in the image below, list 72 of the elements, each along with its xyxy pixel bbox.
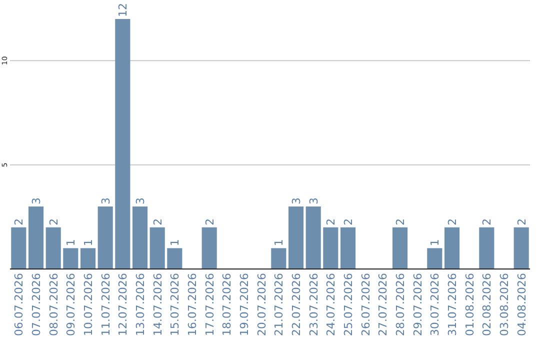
bar [167,248,182,269]
data-label: 2 [480,218,494,226]
x-tick-label: 10.07.2026 [82,273,95,336]
bar [202,227,217,269]
data-label: 1 [428,239,442,246]
bar [340,227,356,269]
x-tick-label: 30.07.2026 [428,273,442,336]
x-tick-label: 07.07.2026 [30,273,43,336]
data-label: 2 [12,218,26,226]
x-tick-label: 15.07.2026 [168,273,182,336]
x-tick-label: 13.07.2026 [134,273,147,336]
data-label: 2 [324,218,338,226]
x-tick-label: 27.07.2026 [376,273,390,336]
bar [306,206,321,269]
x-tick-label: 21.07.2026 [272,273,286,336]
x-tick-label: 24.07.2026 [324,273,338,336]
x-tick-label: 16.07.2026 [186,273,199,336]
x-tick-label: 03.08.2026 [498,273,511,336]
x-tick-label: 28.07.2026 [394,273,407,336]
x-tick-label: 31.07.2026 [446,273,459,336]
x-tick-label: 01.08.2026 [463,273,476,336]
data-label: 12 [116,3,130,17]
bar [392,227,408,269]
bar [98,206,113,269]
x-tick-label: 17.07.2026 [203,273,216,336]
x-tick-label: 29.07.2026 [411,273,424,336]
data-label: 3 [307,198,320,204]
bar [479,227,494,269]
data-label: 2 [47,218,60,226]
data-label: 2 [515,218,528,226]
bar [63,248,78,269]
x-tick-label: 09.07.2026 [64,273,78,336]
x-tick-label: 11.07.2026 [99,273,112,336]
bar [28,206,44,269]
x-tick-label: 18.07.2026 [220,273,234,336]
data-label: 2 [151,218,164,226]
bar [46,227,61,269]
bar [427,248,442,269]
data-label: 2 [342,218,355,226]
x-tick-label: 19.07.2026 [238,273,251,336]
bar [288,206,304,269]
bar [323,227,338,269]
x-tick-label: 06.07.2026 [12,273,26,336]
bar [132,206,148,269]
data-label: 2 [394,218,407,226]
data-label: 2 [203,218,216,226]
x-tick-label: 02.08.2026 [480,273,494,336]
data-label: 1 [272,239,286,246]
x-tick-label: 25.07.2026 [342,273,355,336]
x-tick-label: 14.07.2026 [151,273,164,336]
x-tick-label: 04.08.2026 [515,273,528,336]
data-label: 3 [30,198,43,204]
bar [80,248,96,269]
bar [444,227,460,269]
bar [11,227,26,269]
bar [150,227,165,269]
bar [271,248,286,269]
x-tick-label: 12.07.2026 [116,273,130,336]
bar [115,19,130,269]
x-tick-label: 26.07.2026 [359,273,372,336]
data-label: 1 [82,239,95,246]
data-label: 3 [290,198,303,204]
x-tick-label: 08.07.2026 [47,273,60,336]
data-label: 3 [134,198,147,204]
x-tick-label: 23.07.2026 [307,273,320,336]
x-tick-label: 20.07.2026 [255,273,268,336]
bar [514,227,529,269]
data-label: 3 [99,198,112,204]
x-tick-label: 22.07.2026 [290,273,303,336]
data-label: 2 [446,218,459,226]
data-label: 1 [64,239,78,246]
data-label: 1 [168,239,182,246]
